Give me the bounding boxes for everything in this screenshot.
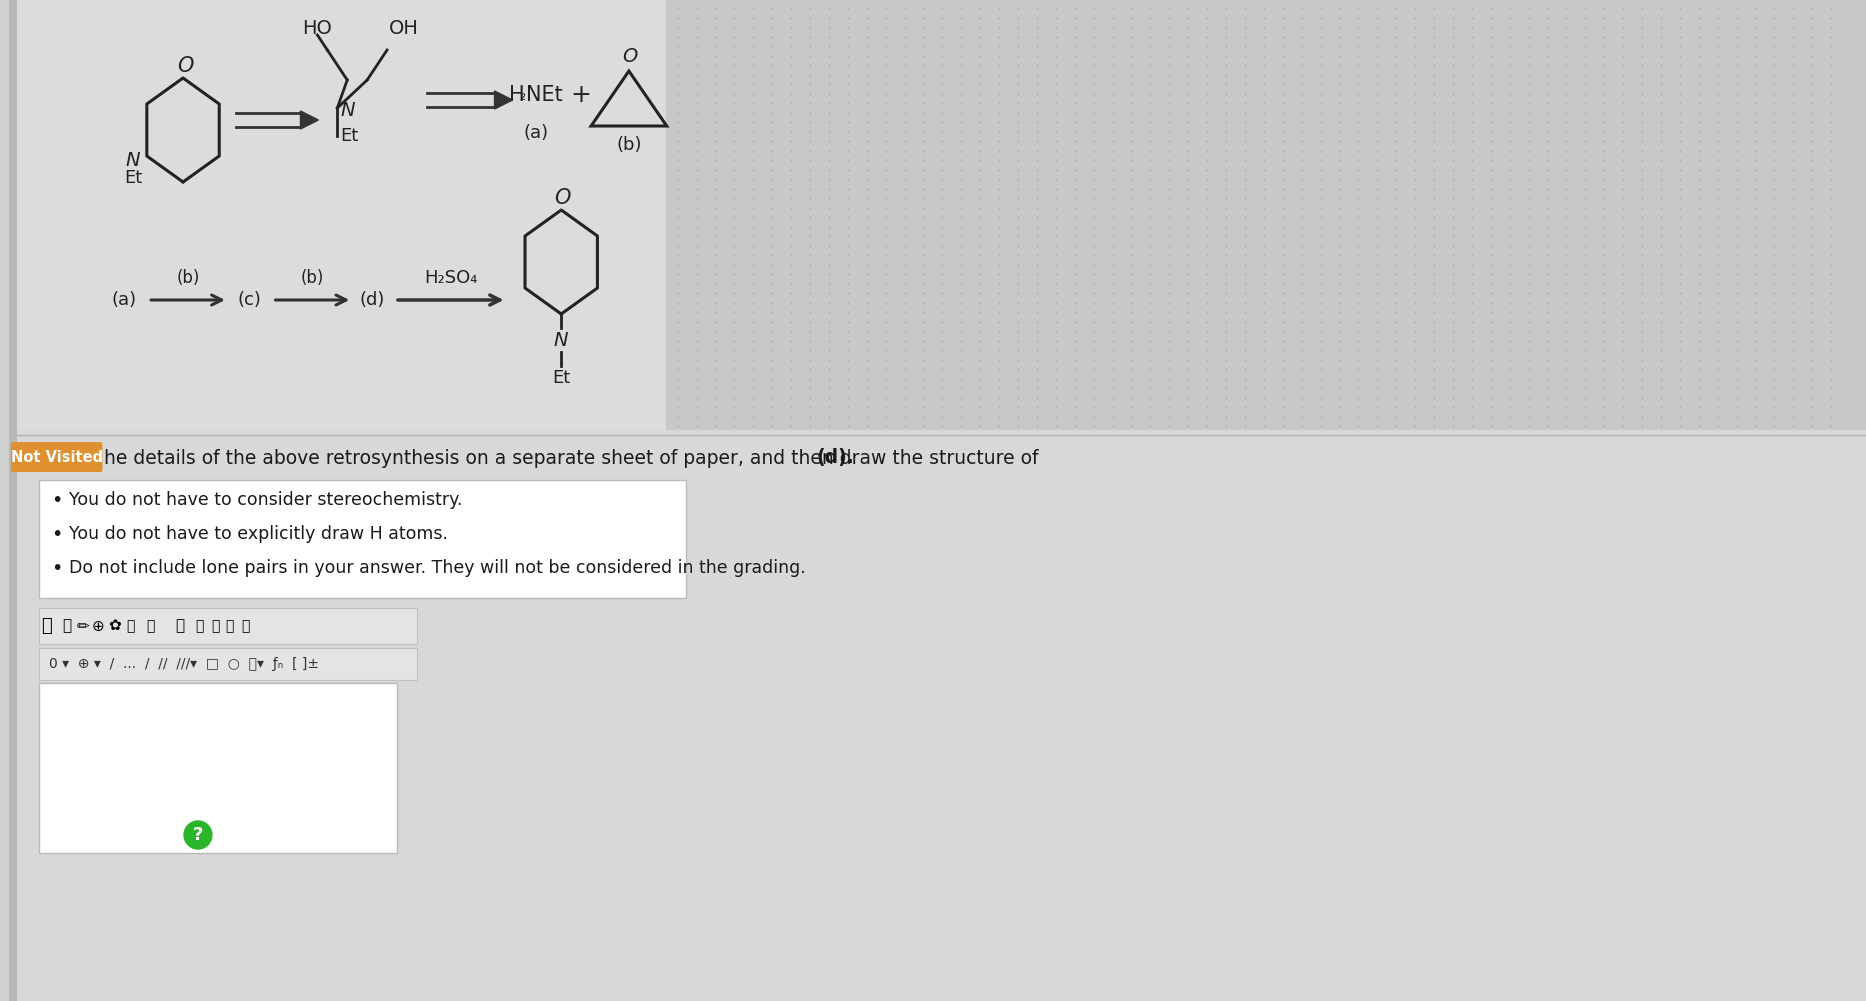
Text: O: O (554, 188, 571, 208)
Text: (d).: (d). (815, 448, 855, 467)
Text: NEt: NEt (526, 85, 564, 105)
Text: You do not have to explicitly draw H atoms.: You do not have to explicitly draw H ato… (69, 525, 448, 543)
Text: 0 ▾  ⊕ ▾  /  ...  /  //  ///▾  □  ○  ⌒▾  ƒₙ  [ ]±: 0 ▾ ⊕ ▾ / ... / // ///▾ □ ○ ⌒▾ ƒₙ [ ]± (49, 657, 319, 671)
Text: (b): (b) (300, 269, 325, 287)
Text: O: O (621, 46, 638, 65)
Polygon shape (300, 111, 319, 129)
Text: 🖊: 🖊 (62, 619, 71, 634)
Bar (9, 430, 1866, 1001)
Text: ✏: ✏ (77, 619, 90, 634)
Text: Et: Et (552, 369, 571, 387)
Text: Et: Et (125, 169, 142, 187)
Bar (39, 648, 416, 680)
Bar (9, 0, 17, 1001)
Text: (b): (b) (175, 269, 200, 287)
Text: •: • (50, 490, 62, 510)
Bar (39, 608, 416, 644)
Polygon shape (494, 91, 513, 109)
Text: he details of the above retrosynthesis on a separate sheet of paper, and then dr: he details of the above retrosynthesis o… (104, 448, 1045, 467)
Text: 🔍: 🔍 (175, 619, 185, 634)
FancyBboxPatch shape (11, 442, 103, 472)
Text: OH: OH (388, 18, 420, 37)
Text: H₂SO₄: H₂SO₄ (424, 269, 478, 287)
Text: (d): (d) (360, 291, 384, 309)
Circle shape (185, 821, 213, 849)
Text: (b): (b) (616, 136, 642, 154)
Bar (39, 480, 685, 598)
Text: ?: ? (192, 826, 203, 844)
Text: 🎨: 🎨 (241, 619, 250, 633)
Text: 🔍: 🔍 (211, 619, 220, 633)
Text: 🔎: 🔎 (226, 619, 233, 633)
Bar (39, 683, 397, 853)
Text: 🍀: 🍀 (127, 619, 134, 633)
Text: (a): (a) (112, 291, 136, 309)
Text: Not Visited: Not Visited (11, 450, 103, 465)
Text: Do not include lone pairs in your answer. They will not be considered in the gra: Do not include lone pairs in your answer… (69, 559, 806, 577)
Text: ✿: ✿ (108, 619, 121, 634)
Text: +: + (571, 83, 592, 107)
Text: 📋: 📋 (196, 619, 203, 633)
Text: (c): (c) (237, 291, 261, 309)
Text: You do not have to consider stereochemistry.: You do not have to consider stereochemis… (69, 491, 463, 509)
Bar (9, 0, 726, 430)
Text: •: • (50, 525, 62, 544)
Text: 🌙: 🌙 (146, 619, 155, 633)
Text: O: O (177, 56, 194, 76)
Text: HO: HO (302, 18, 332, 37)
Text: •: • (50, 559, 62, 578)
Text: N: N (554, 330, 569, 349)
Text: 🖐: 🖐 (41, 617, 52, 635)
Text: ⊕: ⊕ (91, 619, 104, 634)
Text: N: N (127, 150, 140, 169)
Text: ₂: ₂ (519, 87, 526, 102)
Bar (666, 0, 1866, 435)
Text: (a): (a) (524, 124, 549, 142)
Text: N: N (340, 101, 355, 120)
Text: Et: Et (340, 127, 358, 145)
Text: H: H (509, 85, 524, 105)
